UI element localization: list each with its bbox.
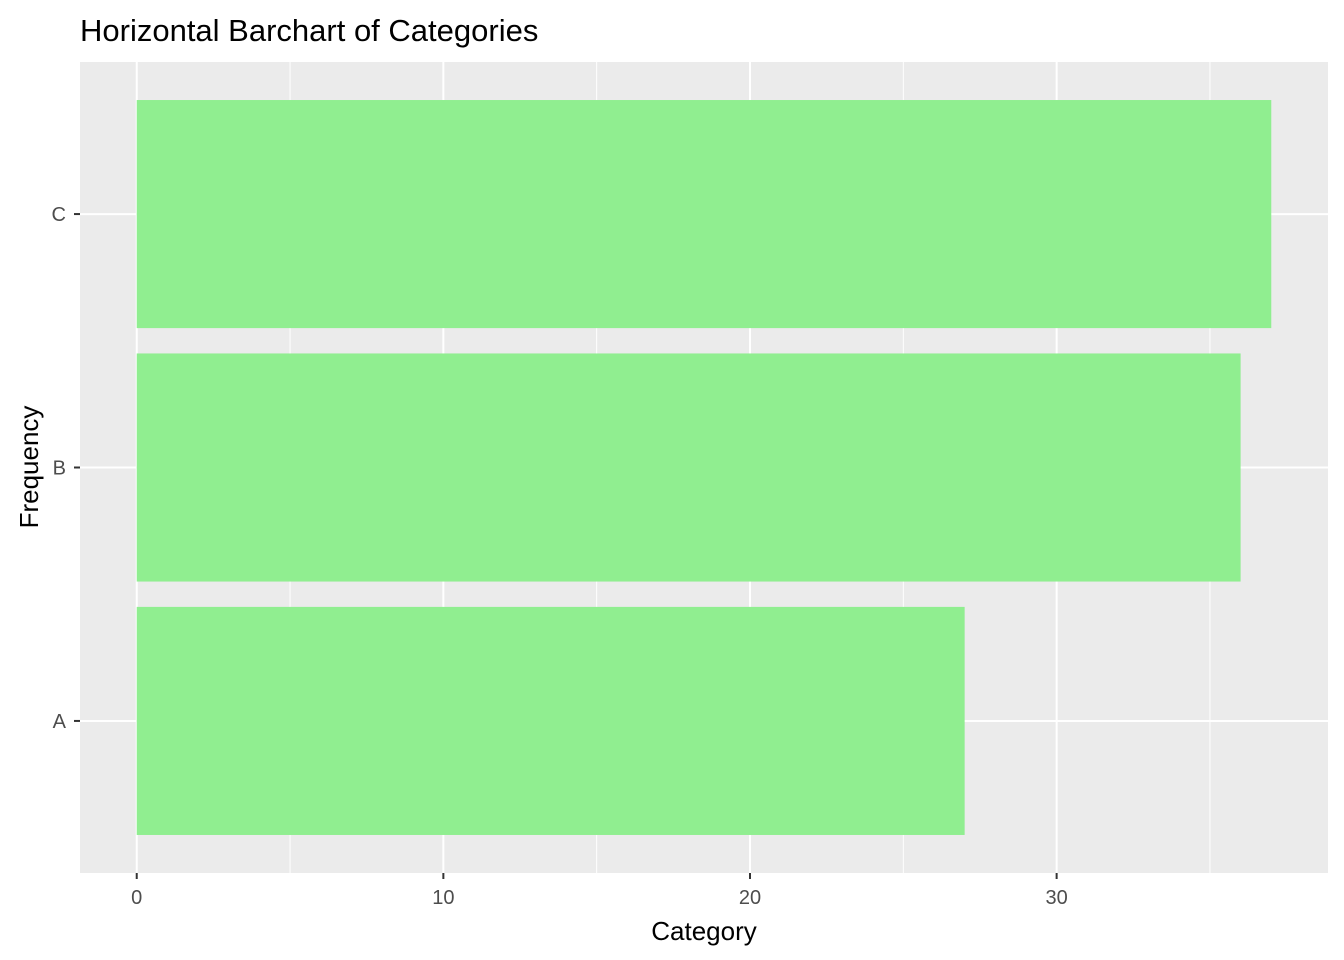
x-tick-label: 20 xyxy=(739,887,761,909)
x-tick-label: 10 xyxy=(432,887,454,909)
y-tick-label: C xyxy=(52,204,66,226)
bars-group xyxy=(136,100,1272,835)
chart-title: Horizontal Barchart of Categories xyxy=(80,13,538,48)
x-tick-label: 0 xyxy=(131,887,142,909)
bar-c xyxy=(136,100,1272,329)
bar-b xyxy=(136,353,1241,582)
y-tick-label: B xyxy=(53,458,66,480)
bar-a xyxy=(136,606,965,835)
y-tick-label: A xyxy=(53,711,67,733)
x-tick-label: 30 xyxy=(1046,887,1068,909)
y-axis: A B C xyxy=(52,204,80,733)
x-axis-title: Category xyxy=(651,916,757,946)
y-axis-title: Frequency xyxy=(14,406,44,529)
x-axis: 0 10 20 30 xyxy=(131,873,1068,909)
